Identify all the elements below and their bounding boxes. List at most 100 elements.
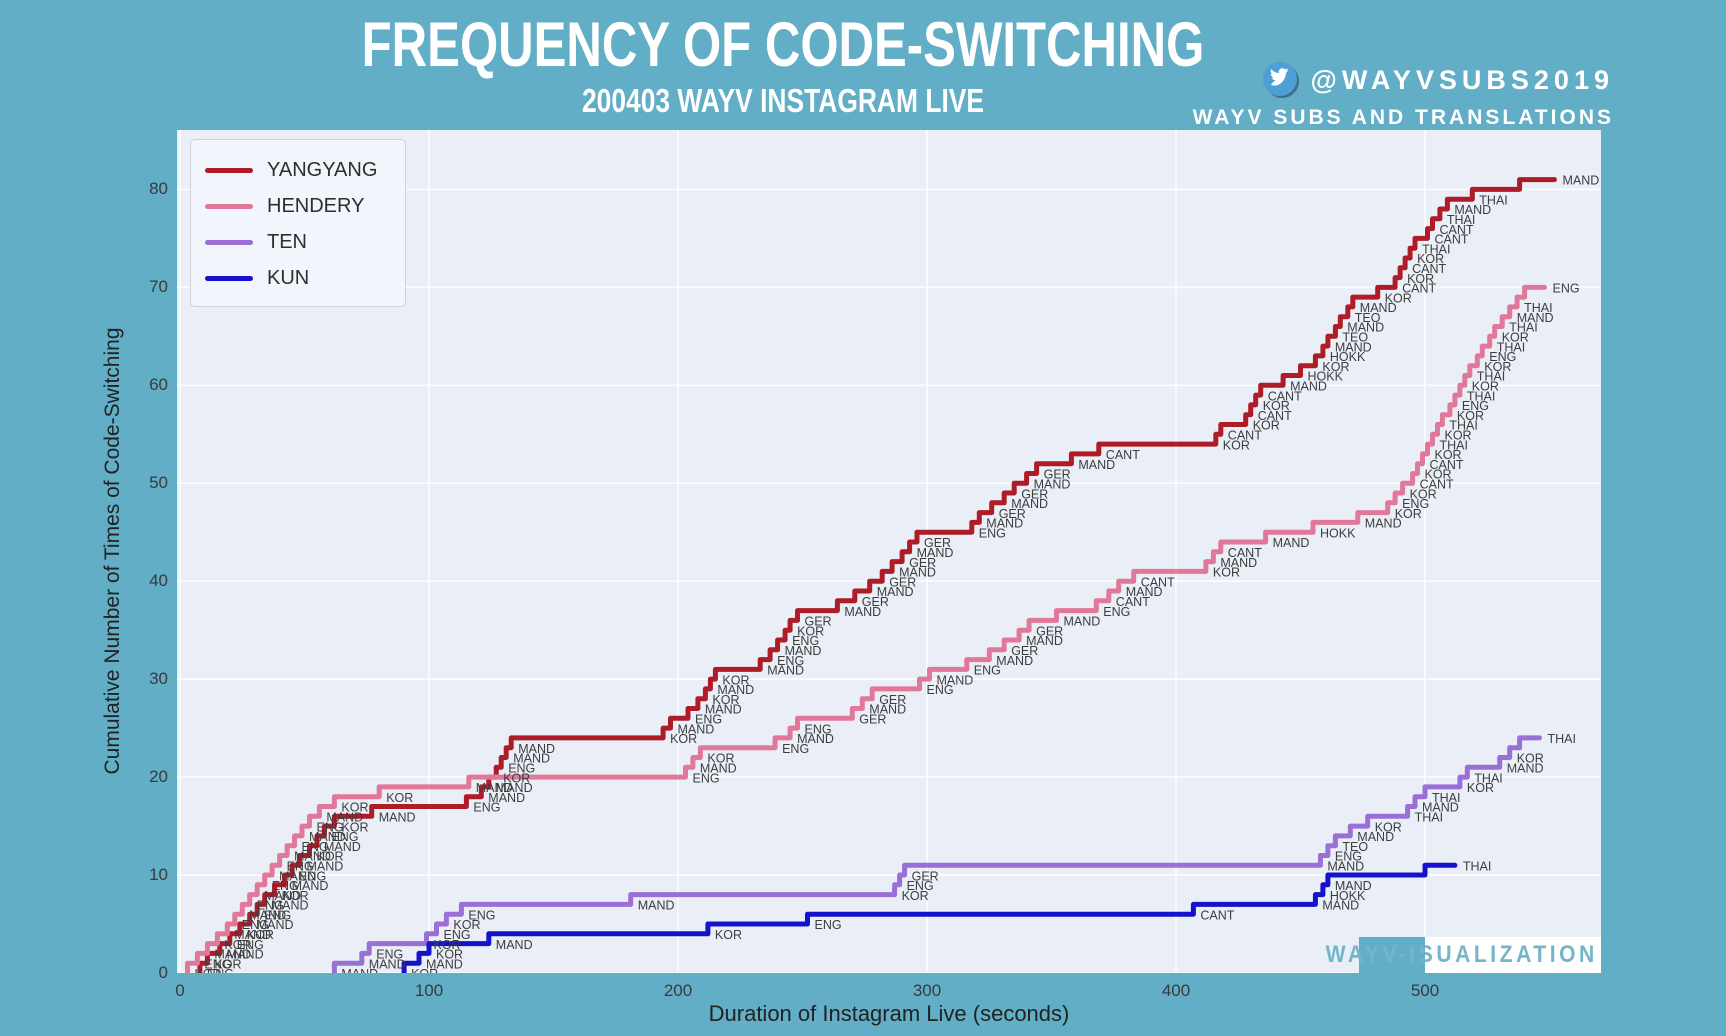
step-label: CANT	[1200, 908, 1234, 922]
step-label: ENG	[473, 801, 500, 815]
step-label: ENG	[979, 526, 1006, 540]
step-label: GER	[1044, 468, 1071, 482]
step-label: ENG	[444, 928, 471, 942]
legend-item-hendery: HENDERY	[205, 188, 391, 224]
step-label: KOR	[282, 889, 309, 903]
step-label: KOR	[503, 771, 530, 785]
x-tick-label: 300	[912, 981, 942, 1000]
step-label: ENG	[693, 771, 720, 785]
step-label: ENG	[207, 967, 234, 973]
step-label: GER	[999, 507, 1026, 521]
step-label: MAND	[917, 546, 954, 560]
step-label: MAND	[234, 928, 271, 942]
y-tick-label: 70	[149, 277, 168, 297]
step-label: MAND	[1357, 830, 1394, 844]
step-label: KOR	[797, 624, 824, 638]
step-label: MAND	[1064, 615, 1101, 629]
step-label: MAND	[476, 781, 513, 795]
step-label: ENG	[1462, 399, 1489, 413]
step-label: THAI	[1432, 791, 1460, 805]
step-label: MAND	[1507, 762, 1544, 776]
step-label: CANT	[1116, 595, 1150, 609]
legend-label: YANGYANG	[267, 158, 378, 181]
step-label: KOR	[411, 967, 438, 973]
step-label: GER	[1011, 644, 1038, 658]
step-label: KOR	[1417, 252, 1444, 266]
y-tick-label: 60	[149, 375, 168, 395]
page-subtitle-text: 200403 WAYV INSTAGRAM LIVE	[582, 82, 984, 119]
step-label: MAND	[379, 811, 416, 825]
step-label: THAI	[1467, 389, 1495, 403]
step-label: MAND	[785, 644, 822, 658]
y-tick-label: 10	[149, 865, 168, 885]
step-label: GER	[924, 536, 951, 550]
step-label: MAND	[324, 840, 361, 854]
step-label: KOR	[386, 791, 413, 805]
page-subtitle: 200403 WAYV INSTAGRAM LIVE	[532, 84, 1035, 117]
step-label: THAI	[1524, 301, 1552, 315]
step-label: MAND	[1290, 380, 1327, 394]
step-label: MAND	[1327, 860, 1364, 874]
step-label: MAND	[937, 673, 974, 687]
step-label: ENG	[376, 948, 403, 962]
step-label: KOR	[1410, 487, 1437, 501]
step-label: KOR	[195, 967, 222, 973]
step-label: KOR	[715, 928, 742, 942]
step-label: ENG	[287, 860, 314, 874]
step-label: ENG	[907, 879, 934, 893]
y-tick-label: 80	[149, 179, 168, 199]
step-label: GER	[1021, 487, 1048, 501]
step-label: KOR	[224, 938, 251, 952]
step-label: THAI	[1474, 771, 1502, 785]
step-label: KOR	[1385, 291, 1412, 305]
y-tick-label: 30	[149, 669, 168, 689]
step-label: MAND	[1517, 311, 1554, 325]
step-label: GER	[912, 869, 939, 883]
step-label: MAND	[1273, 536, 1310, 550]
step-label: ENG	[782, 742, 809, 756]
step-label: ENG	[1553, 281, 1580, 295]
step-label: MAND	[1365, 517, 1402, 531]
step-label: KOR	[1425, 468, 1452, 482]
step-label: KOR	[1395, 507, 1422, 521]
step-label: CANT	[1106, 448, 1140, 462]
step-label: MAND	[996, 654, 1033, 668]
step-label: MAND	[986, 517, 1023, 531]
step-label: GER	[859, 713, 886, 727]
step-label: MAND	[279, 869, 316, 883]
step-label: KOR	[1472, 380, 1499, 394]
step-label: CANT	[1141, 575, 1175, 589]
watermark: WAYV-ISUALIZATION	[1325, 937, 1601, 973]
step-label: HOKK	[1330, 350, 1366, 364]
step-label: MAND	[326, 811, 363, 825]
step-label: KOR	[1467, 781, 1494, 795]
step-label: GER	[1036, 624, 1063, 638]
step-label: MAND	[294, 850, 331, 864]
step-label: HOKK	[1308, 370, 1344, 384]
step-label: THAI	[1415, 811, 1443, 825]
step-label: KOR	[722, 673, 749, 687]
y-axis-title: Cumulative Number of Times of Code-Switc…	[101, 327, 124, 775]
step-label: KOR	[317, 850, 344, 864]
series-line-hendery	[185, 284, 1547, 973]
step-label: CANT	[1258, 409, 1292, 423]
step-label: KOR	[436, 948, 463, 962]
step-label: MAND	[513, 752, 550, 766]
legend-swatch-kun	[205, 275, 253, 281]
step-label: KOR	[1253, 419, 1280, 433]
step-label: MAND	[869, 703, 906, 717]
step-label: MAND	[717, 683, 754, 697]
step-label: ENG	[242, 918, 269, 932]
step-label: THAI	[1447, 213, 1475, 227]
step-label: CANT	[1430, 458, 1464, 472]
twitter-bird-icon	[1261, 60, 1301, 100]
twitter-handle: @WAYVSUBS2019	[1310, 64, 1614, 95]
step-label: KOR	[453, 918, 480, 932]
x-tick-label: 0	[175, 981, 185, 1000]
step-label: MAND	[257, 918, 294, 932]
step-label: MAND	[1335, 340, 1372, 354]
x-tick-label: 500	[1410, 981, 1440, 1000]
step-label: MAND	[1360, 301, 1397, 315]
step-label: CANT	[1268, 389, 1302, 403]
step-label: CANT	[1412, 262, 1446, 276]
